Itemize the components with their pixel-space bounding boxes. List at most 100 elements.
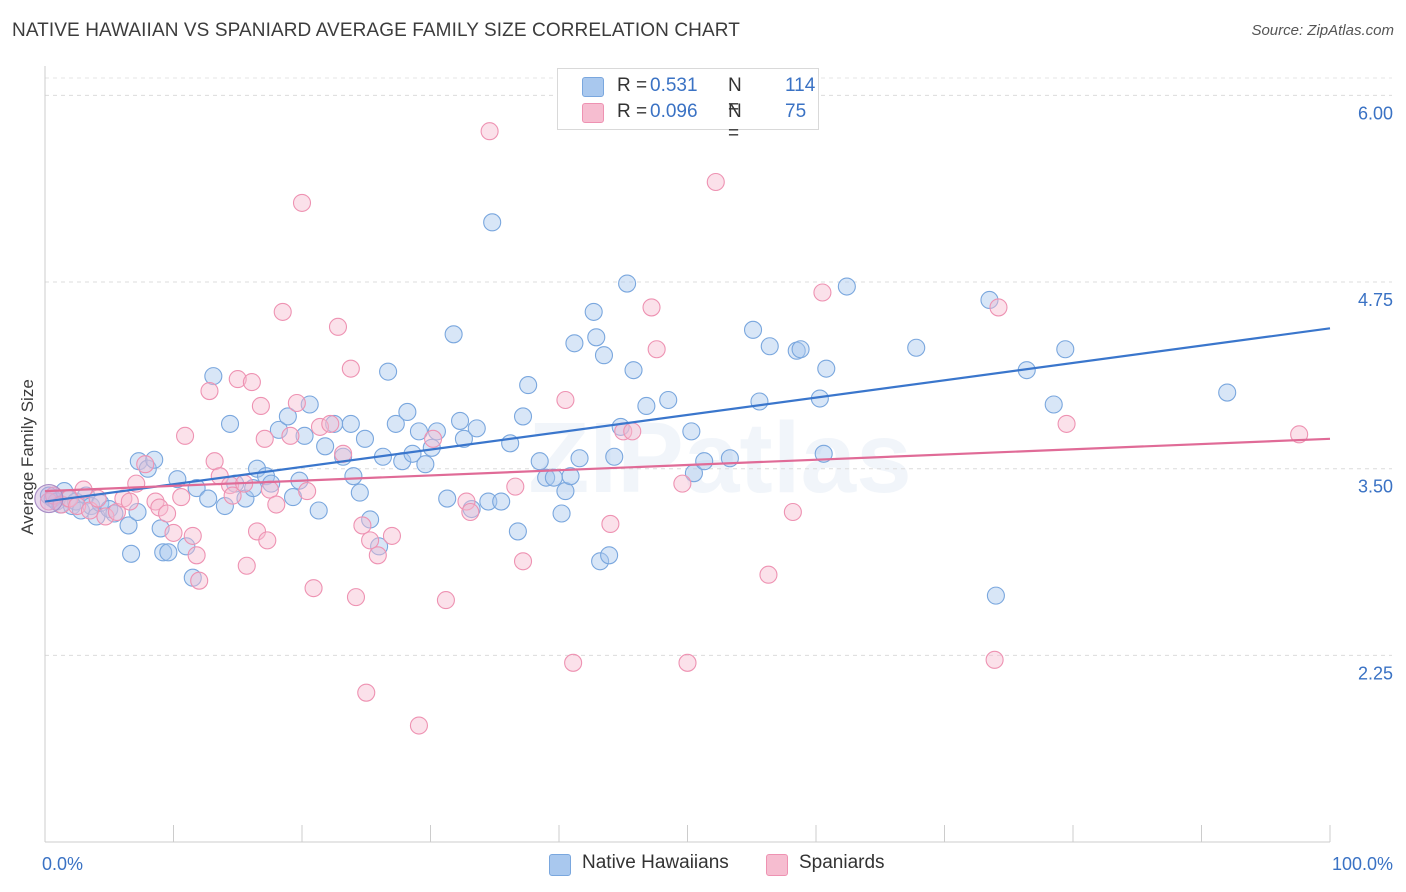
native-hawaiian-point (122, 544, 141, 563)
n-value: 114 (785, 75, 816, 96)
trend-lines (44, 327, 1331, 503)
spaniard-point (382, 526, 402, 545)
correlation-legend: R = 0.531 N = 114 R = 0.096 N = 75 (557, 68, 819, 144)
native-hawaiian-point (309, 501, 328, 520)
native-hawaiian-point (591, 552, 610, 571)
native-hawaiian-point (837, 277, 856, 296)
y-tick-label: 3.50 (1358, 477, 1393, 497)
native-hawaiian-point (750, 392, 769, 411)
spaniard-point (985, 650, 1004, 669)
spaniard-point (251, 396, 270, 416)
native-hawaiian-point (1218, 383, 1237, 402)
spaniard-point (176, 426, 195, 445)
native-hawaiian-point (530, 452, 549, 471)
native-hawaiian-point (128, 502, 147, 522)
native-hawaiian-point (570, 449, 589, 468)
native-hawaiian-point (467, 419, 486, 438)
native-hawaiian-point (600, 546, 619, 565)
spaniard-point (783, 502, 802, 522)
spaniard-point (267, 495, 286, 514)
axes (44, 66, 1331, 843)
spaniard-point (368, 546, 387, 565)
y-tick-label: 2.25 (1358, 663, 1393, 683)
spaniard-point (247, 522, 267, 541)
native-hawaiian-point (605, 447, 624, 466)
spaniard-point (647, 340, 666, 359)
native-hawaiian-point (743, 320, 763, 339)
spaniard-point (164, 523, 183, 542)
spaniard-point (346, 588, 366, 607)
native-hawaiian-point (513, 407, 533, 426)
y-tick-label: 4.75 (1358, 290, 1393, 310)
spaniard-point (1290, 425, 1309, 444)
spaniard-point (183, 526, 202, 545)
spaniard-point (642, 298, 661, 317)
spaniard-point (287, 393, 306, 413)
native-hawaiian-point (519, 376, 538, 395)
native-hawaiian-point (278, 407, 297, 426)
native-hawaiian-point (199, 489, 218, 508)
native-hawaiian-point (204, 367, 223, 386)
spaniard-point (678, 653, 697, 672)
data-points (34, 122, 1309, 735)
r-label: R = (617, 101, 648, 122)
spaniard-point (281, 426, 300, 445)
native-hawaiian-point (492, 492, 511, 511)
spaniard-point (361, 531, 380, 550)
spaniard-point (357, 683, 376, 702)
spaniard-point (321, 414, 340, 433)
native-hawaiian-point (508, 522, 527, 541)
native-hawaiian-point (344, 467, 363, 486)
spaniard-point (601, 514, 620, 533)
spaniard-point (506, 477, 525, 496)
native-hawaiian-point (220, 414, 240, 433)
chart-title: NATIVE HAWAIIAN VS SPANIARD AVERAGE FAMI… (12, 20, 740, 41)
spaniard-point (136, 455, 155, 474)
native-hawaiian-point (695, 452, 714, 471)
series-legend: Native Hawaiians Spaniards (0, 852, 1406, 878)
native-hawaiian-point (269, 420, 288, 439)
native-hawaiian-point (594, 346, 614, 365)
legend-swatch-blue (582, 77, 604, 97)
native-hawaiian-point (215, 496, 234, 516)
native-hawaiian-point (454, 429, 473, 448)
native-hawaiian-point (438, 489, 457, 508)
spaniard-point (424, 429, 443, 448)
spaniard-point (304, 579, 323, 598)
spaniard-point (200, 382, 219, 401)
spaniard-point (190, 571, 209, 590)
native-hawaiian-point (659, 390, 678, 410)
spaniard-point (120, 492, 139, 511)
native-hawaiian-point (1056, 340, 1075, 359)
native-hawaiian-point (154, 543, 173, 562)
native-hawaiian-point (791, 340, 810, 359)
spaniard-point (237, 556, 256, 575)
native-hawaiian-point (618, 274, 637, 293)
spaniard-point (255, 429, 274, 448)
native-hawaiian-point (119, 516, 138, 535)
legend-swatch-pink (766, 854, 788, 876)
spaniard-point (813, 283, 832, 302)
native-hawaiian-point (1044, 395, 1063, 414)
native-hawaiian-point (986, 586, 1005, 605)
legend-swatch-blue (549, 854, 571, 876)
spaniard-point (556, 390, 575, 410)
native-hawaiian-point (624, 361, 643, 380)
x-tick-label-min: 0.0% (42, 854, 83, 874)
spaniard-point (480, 122, 499, 141)
y-tick-label: 6.00 (1358, 103, 1393, 123)
native-hawaiian-point (341, 414, 360, 433)
legend-label: Spaniards (799, 852, 885, 873)
native-hawaiian-point (817, 359, 836, 378)
spaniard-point (409, 716, 428, 735)
native-hawaiian-point (444, 325, 463, 344)
spaniard-point (273, 302, 292, 321)
spaniard-point (353, 516, 372, 535)
spaniard-point (759, 565, 778, 584)
r-label: R = (617, 75, 648, 96)
native-hawaiian-point (316, 437, 335, 456)
n-label: N = (728, 101, 742, 144)
native-hawaiian-point (295, 426, 314, 445)
source-credit: Source: ZipAtlas.com (1251, 22, 1394, 39)
